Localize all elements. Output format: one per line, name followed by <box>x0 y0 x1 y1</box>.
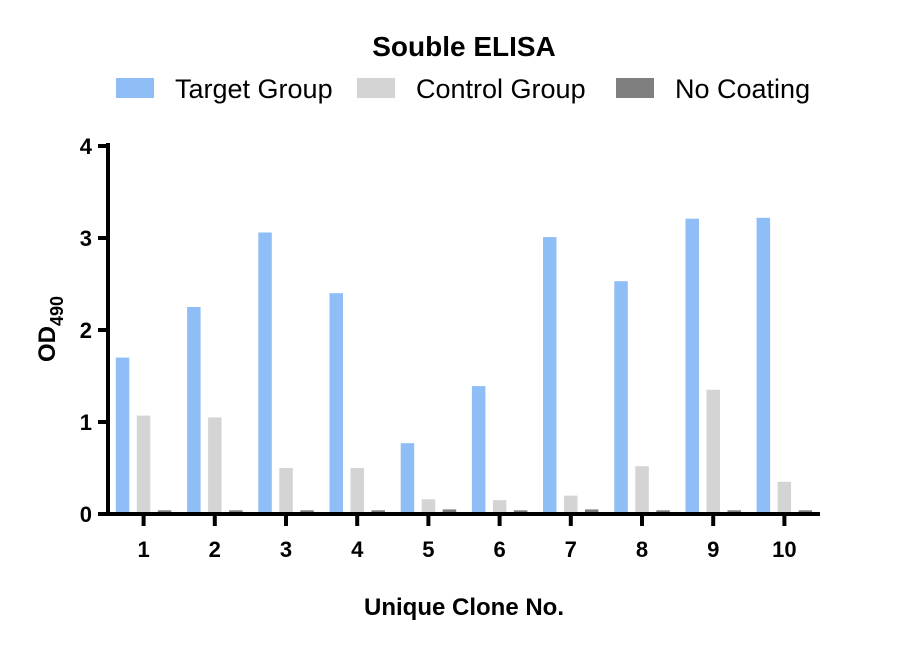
x-tick-label-7: 7 <box>565 537 577 562</box>
x-tick-label-3: 3 <box>280 537 292 562</box>
bar-target-group-clone-9 <box>685 218 699 514</box>
bar-control-group-clone-3 <box>279 468 293 514</box>
y-axis-label-main: OD <box>34 326 61 362</box>
bar-no-coating-clone-5 <box>442 509 457 514</box>
bar-control-group-clone-7 <box>564 495 578 514</box>
y-tick-label-3: 3 <box>80 226 92 251</box>
bar-target-group-clone-5 <box>400 443 415 514</box>
y-axis-label: OD490 <box>34 296 67 362</box>
x-tick-label-8: 8 <box>636 537 648 562</box>
legend-label-no-coating: No Coating <box>675 74 810 104</box>
x-tick-label-1: 1 <box>137 537 149 562</box>
y-axis-label-subscript: 490 <box>47 296 67 326</box>
legend-swatch-target-group <box>116 78 154 98</box>
bar-target-group-clone-7 <box>543 237 557 514</box>
y-tick-label-1: 1 <box>80 410 92 435</box>
legend-label-target-group: Target Group <box>175 74 333 104</box>
x-tick-label-9: 9 <box>707 537 719 562</box>
x-tick-label-5: 5 <box>422 537 434 562</box>
legend: Target Group Control Group No Coating <box>116 74 810 104</box>
x-axis-ticks: 1 2 3 4 5 6 7 8 9 10 <box>137 514 797 562</box>
x-tick-label-4: 4 <box>351 537 364 562</box>
legend-label-control-group: Control Group <box>416 74 586 104</box>
x-tick-label-2: 2 <box>209 537 221 562</box>
x-tick-label-10: 10 <box>772 537 796 562</box>
bar-control-group-clone-6 <box>492 500 507 514</box>
legend-swatch-no-coating <box>616 78 654 98</box>
x-axis-label: Unique Clone No. <box>364 594 564 621</box>
bar-target-group-clone-10 <box>756 217 771 515</box>
bar-target-group-clone-1 <box>115 357 130 514</box>
bar-target-group-clone-4 <box>329 293 343 514</box>
bar-control-group-clone-1 <box>136 415 151 514</box>
bar-target-group-clone-6 <box>471 386 486 514</box>
y-tick-label-0: 0 <box>80 502 92 527</box>
bar-control-group-clone-5 <box>421 499 436 514</box>
y-tick-label-4: 4 <box>80 134 93 159</box>
chart-title: Souble ELISA <box>372 31 556 62</box>
bar-target-group-clone-8 <box>614 281 628 514</box>
bar-target-group-clone-3 <box>258 232 272 514</box>
bar-target-group-clone-2 <box>187 307 201 514</box>
bars-group <box>115 217 813 515</box>
bar-control-group-clone-2 <box>208 417 222 514</box>
bar-control-group-clone-4 <box>350 468 364 514</box>
bar-control-group-clone-8 <box>635 466 649 514</box>
legend-swatch-control-group <box>357 78 395 98</box>
bar-no-coating-clone-7 <box>585 509 599 514</box>
x-tick-label-6: 6 <box>493 537 505 562</box>
y-axis-ticks: 0 1 2 3 4 <box>80 134 108 527</box>
bar-control-group-clone-9 <box>706 389 720 514</box>
y-tick-label-2: 2 <box>80 318 92 343</box>
bar-control-group-clone-10 <box>777 481 792 514</box>
